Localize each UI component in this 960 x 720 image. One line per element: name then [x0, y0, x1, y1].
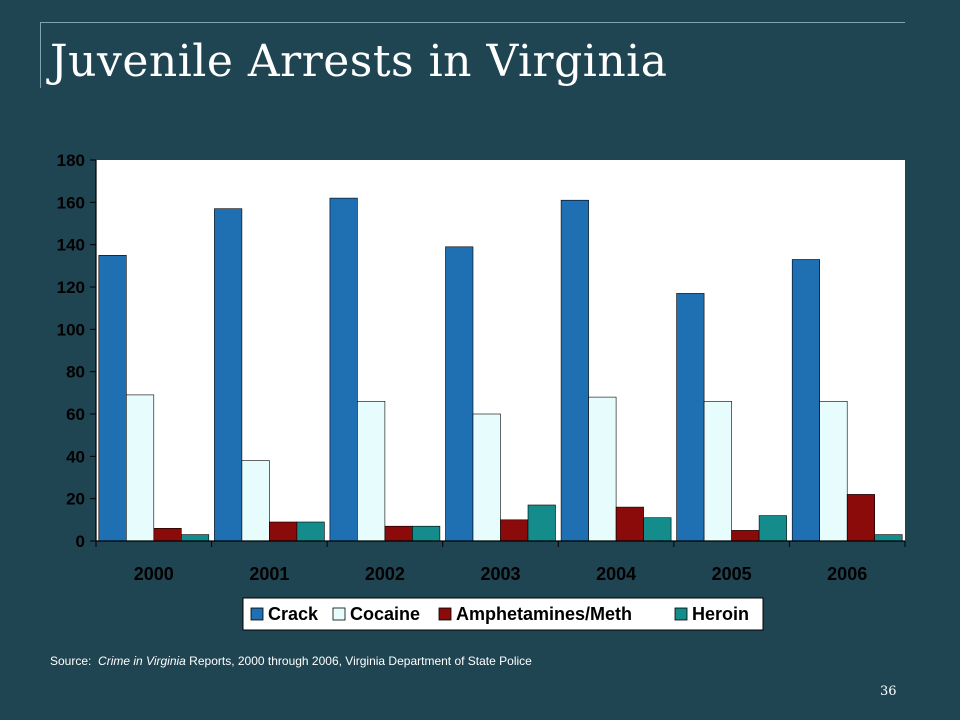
- data-label: 117: [677, 273, 704, 292]
- bar-heroin-2005: [758, 515, 787, 542]
- bar-heroin-2004: [643, 517, 672, 542]
- data-label: 9: [278, 502, 287, 521]
- legend-label: Amphetamines/Meth: [456, 604, 632, 624]
- bar-heroin-2001: [296, 521, 325, 542]
- y-tick-label: 120: [57, 278, 85, 297]
- data-label: 69: [131, 375, 150, 394]
- data-label: 12: [763, 496, 782, 515]
- legend-swatch: [250, 607, 264, 621]
- bar-amphetamines-meth-2005: [731, 530, 760, 542]
- bar-amphetamines-meth-2001: [269, 521, 298, 542]
- source-prefix: Source:: [50, 654, 99, 668]
- bar-amphetamines-meth-2002: [384, 525, 413, 542]
- legend-swatch: [674, 607, 688, 621]
- bar-cocaine-2001: [241, 460, 270, 542]
- y-tick-label: 60: [66, 405, 85, 424]
- bar-amphetamines-meth-2000: [153, 527, 182, 542]
- data-label: 10: [505, 500, 524, 519]
- x-tick-label: 2001: [249, 564, 289, 584]
- y-tick-label: 0: [76, 532, 85, 551]
- y-tick-label: 40: [66, 447, 85, 466]
- data-label: 66: [708, 381, 727, 400]
- data-label: 7: [421, 506, 430, 525]
- data-label: 11: [648, 498, 666, 517]
- source-note: Source: Crime in Virginia Reports, 2000 …: [50, 654, 532, 668]
- x-tick-label: 2000: [134, 564, 174, 584]
- legend-swatch: [332, 607, 346, 621]
- y-tick-label: 100: [57, 320, 85, 339]
- data-label: 38: [246, 441, 265, 460]
- x-tick-label: 2002: [365, 564, 405, 584]
- data-label: 60: [477, 394, 496, 413]
- y-tick-label: 160: [57, 193, 85, 212]
- bar-crack-2005: [676, 293, 705, 542]
- data-label: 68: [593, 377, 612, 396]
- bar-crack-2003: [445, 246, 474, 542]
- data-label: 157: [214, 189, 242, 208]
- bar-cocaine-2006: [819, 400, 848, 542]
- data-label: 22: [852, 474, 871, 493]
- data-label: 162: [330, 178, 358, 197]
- data-label: 139: [445, 227, 473, 246]
- data-label: 66: [362, 381, 381, 400]
- bar-amphetamines-meth-2003: [500, 519, 529, 542]
- bar-heroin-2006: [874, 534, 903, 542]
- bar-cocaine-2004: [588, 396, 617, 542]
- slide-title: Juvenile Arrests in Virginia: [50, 36, 668, 87]
- y-tick-label: 140: [57, 236, 85, 255]
- bar-heroin-2002: [412, 525, 441, 542]
- data-label: 16: [620, 487, 639, 506]
- data-label: 161: [561, 180, 589, 199]
- legend-label: Heroin: [692, 604, 749, 624]
- data-label: 17: [532, 485, 551, 504]
- x-tick-label: 2005: [712, 564, 752, 584]
- bar-cocaine-2000: [126, 394, 155, 542]
- legend-label: Crack: [268, 604, 319, 624]
- y-tick-label: 20: [66, 490, 85, 509]
- frame-top-line: [40, 22, 905, 23]
- y-tick-label: 180: [57, 151, 85, 170]
- bar-crack-2000: [98, 255, 127, 542]
- data-label: 3: [884, 515, 893, 534]
- legend-label: Cocaine: [350, 604, 420, 624]
- y-tick-label: 80: [66, 363, 85, 382]
- legend: Crack Cocaine Amphetamines/Meth Heroin: [242, 597, 764, 631]
- data-label: 9: [306, 502, 315, 521]
- data-label: 66: [824, 381, 843, 400]
- bar-crack-2006: [791, 259, 821, 542]
- page-number: 36: [880, 684, 897, 699]
- data-label: 6: [163, 508, 172, 527]
- bar-amphetamines-meth-2006: [846, 494, 876, 542]
- bar-cocaine-2002: [357, 400, 386, 542]
- data-label: 7: [394, 506, 403, 525]
- data-label: 133: [792, 240, 820, 259]
- axes-layer: 2000 2001 2002 2003 2004 2005 2006 0 20 40 60 80 100…: [57, 151, 906, 584]
- bar-amphetamines-meth-2004: [615, 506, 644, 542]
- source-rest: Reports, 2000 through 2006, Virginia Dep…: [185, 654, 532, 668]
- x-tick-label: 2003: [480, 564, 520, 584]
- source-publication: Crime in Virginia: [98, 654, 186, 668]
- bar-cocaine-2005: [703, 400, 732, 542]
- data-label: 3: [190, 515, 199, 534]
- data-label: 5: [741, 510, 750, 529]
- bar-heroin-2003: [527, 504, 556, 542]
- legend-swatch: [438, 607, 452, 621]
- bar-crack-2002: [329, 197, 358, 542]
- frame-left-line: [40, 22, 41, 88]
- x-tick-label: 2006: [827, 564, 867, 584]
- bars-layer: [98, 197, 903, 542]
- bar-heroin-2000: [181, 534, 210, 542]
- x-tick-label: 2004: [596, 564, 636, 584]
- data-label: 135: [98, 235, 126, 254]
- bar-crack-2001: [214, 208, 243, 542]
- bar-cocaine-2003: [472, 413, 501, 542]
- bar-crack-2004: [560, 199, 589, 542]
